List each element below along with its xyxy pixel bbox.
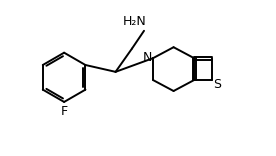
- Text: F: F: [60, 105, 68, 118]
- Text: S: S: [213, 78, 221, 91]
- Text: N: N: [142, 51, 152, 64]
- Text: H₂N: H₂N: [123, 15, 146, 28]
